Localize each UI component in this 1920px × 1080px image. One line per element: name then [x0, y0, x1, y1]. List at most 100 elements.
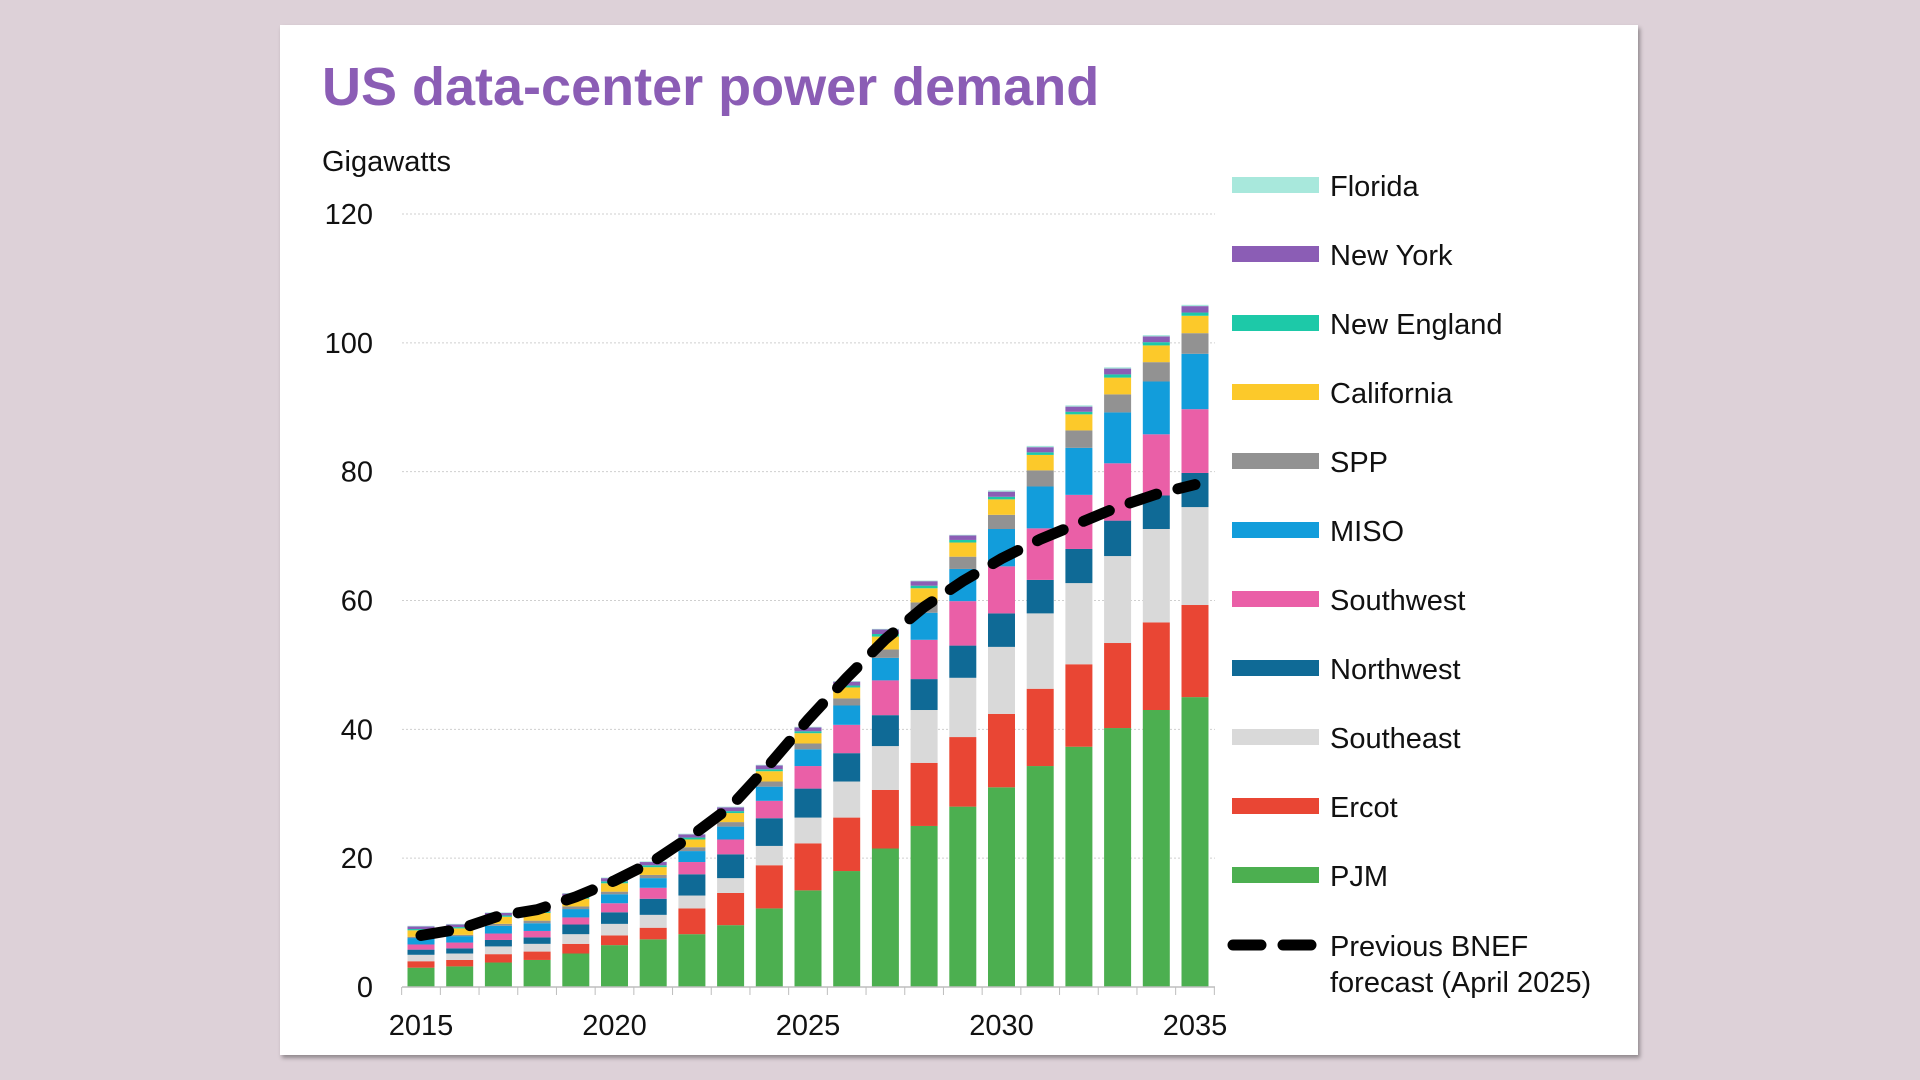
bar-segment-ercot	[717, 892, 745, 926]
bar-segment-pjm	[871, 848, 899, 987]
bar-segment-miso	[678, 851, 706, 863]
bar-segment-northwest	[794, 788, 822, 818]
bar-segment-new-york	[1065, 406, 1093, 412]
bar-segment-southwest	[446, 942, 474, 949]
bar-segment-pjm	[601, 945, 628, 987]
bar-segment-southwest	[523, 930, 551, 938]
bar-segment-spp	[1065, 430, 1093, 448]
bar-segment-spp	[523, 920, 551, 924]
legend-swatch-spp	[1232, 453, 1319, 469]
bar-segment-spp	[1026, 470, 1054, 487]
bar-segment-spp	[794, 743, 822, 750]
bar-segment-miso	[446, 936, 474, 943]
bar-segment-northwest	[484, 939, 512, 947]
bar-segment-new-york	[988, 491, 1015, 497]
bar-segment-new-england	[1104, 374, 1132, 378]
bar-segment-southwest	[871, 680, 899, 716]
bar-segment-california	[1142, 345, 1170, 363]
bar-segment-miso	[484, 925, 512, 934]
bar-segment-northwest	[639, 898, 667, 915]
bar-segment-ercot	[562, 943, 590, 954]
legend-label: New York	[1330, 240, 1453, 272]
bar-segment-new-england	[1181, 312, 1209, 316]
legend-label: Florida	[1330, 171, 1420, 203]
legend-swatch-new-england	[1232, 315, 1319, 331]
bar-segment-ercot	[601, 935, 628, 946]
bar-segment-southwest	[1181, 409, 1209, 473]
legend-swatch-california	[1232, 384, 1319, 400]
bar-segment-spp	[601, 891, 628, 895]
bar-segment-southeast	[794, 817, 822, 844]
bar-segment-northwest	[407, 949, 435, 955]
bar-segment-ercot	[871, 789, 899, 849]
bar-segment-northwest	[601, 912, 628, 924]
bar-segment-new-england	[833, 685, 861, 688]
bar-segment-miso	[639, 878, 667, 888]
bar-segment-ercot	[755, 865, 783, 909]
y-axis-label: Gigawatts	[322, 146, 451, 178]
legend-swatch-ercot	[1232, 798, 1319, 814]
bar-segment-southwest	[949, 601, 977, 646]
bar-segment-california	[1104, 377, 1132, 395]
bar-segment-pjm	[446, 966, 474, 987]
legend-swatch-southwest	[1232, 591, 1319, 607]
bar-segment-ercot	[484, 954, 512, 963]
bar-segment-spp	[639, 874, 667, 879]
bar-segment-florida	[446, 923, 474, 925]
bar-segment-northwest	[1026, 579, 1054, 614]
bar-segment-northwest	[988, 613, 1015, 647]
bar-segment-northwest	[717, 854, 745, 879]
bar-segment-southeast	[639, 914, 667, 928]
bar-segment-new-england	[407, 929, 435, 931]
bar-segment-florida	[678, 833, 706, 835]
bar-segment-ercot	[949, 737, 977, 807]
bar-segment-pjm	[717, 925, 745, 987]
bar-segment-miso	[1026, 486, 1054, 529]
bar-segment-florida	[407, 925, 435, 927]
bar-segment-spp	[1104, 394, 1132, 413]
bar-segment-miso	[1181, 353, 1209, 410]
legend-label: PJM	[1330, 861, 1388, 893]
bar-segment-new-york	[1181, 306, 1209, 313]
bar-segment-spp	[717, 822, 745, 827]
bar-segment-southeast	[717, 878, 745, 893]
bar-segment-florida	[988, 490, 1015, 492]
bar-segment-miso	[1142, 381, 1170, 435]
legend-label: forecast (April 2025)	[1330, 967, 1591, 999]
bar-segment-florida	[1104, 367, 1132, 369]
bar-segment-southeast	[988, 646, 1015, 714]
bar-segment-california	[523, 912, 551, 921]
bar-segment-northwest	[1065, 548, 1093, 584]
bar-segment-new-england	[678, 837, 706, 840]
bar-segment-southwest	[833, 724, 861, 754]
bar-segment-ercot	[1104, 643, 1132, 729]
y-tick-label: 20	[341, 843, 373, 875]
previous-forecast-line	[415, 479, 1201, 941]
bar-segment-new-england	[1065, 411, 1093, 415]
y-tick-label: 80	[341, 457, 373, 489]
bar-segment-miso	[601, 894, 628, 904]
bar-segment-southeast	[833, 781, 861, 818]
bar-segment-pjm	[988, 787, 1015, 987]
bar-segment-northwest	[562, 924, 590, 935]
bar-segment-southeast	[871, 746, 899, 790]
legend-label: SPP	[1330, 447, 1388, 479]
bar-segment-miso	[1104, 412, 1132, 464]
bar-segment-pjm	[1104, 728, 1132, 987]
bar-segment-northwest	[833, 753, 861, 782]
bar-segment-new-england	[949, 539, 977, 543]
bar-segment-new-england	[639, 865, 667, 868]
legend-swatch-southeast	[1232, 729, 1319, 745]
bar-segment-new-england	[988, 496, 1015, 500]
bar-segment-southwest	[562, 917, 590, 925]
y-tick-label: 60	[341, 586, 373, 618]
bar-segment-new-england	[717, 811, 745, 814]
bar-segment-miso	[523, 923, 551, 931]
bar-segment-southeast	[523, 943, 551, 952]
bar-segment-new-england	[1026, 452, 1054, 455]
bar-segment-pjm	[833, 871, 861, 987]
x-tick-label: 2035	[1163, 1010, 1228, 1042]
bar-segment-california	[717, 813, 745, 823]
bar-segment-spp	[949, 556, 977, 569]
bar-segment-pjm	[484, 962, 512, 987]
